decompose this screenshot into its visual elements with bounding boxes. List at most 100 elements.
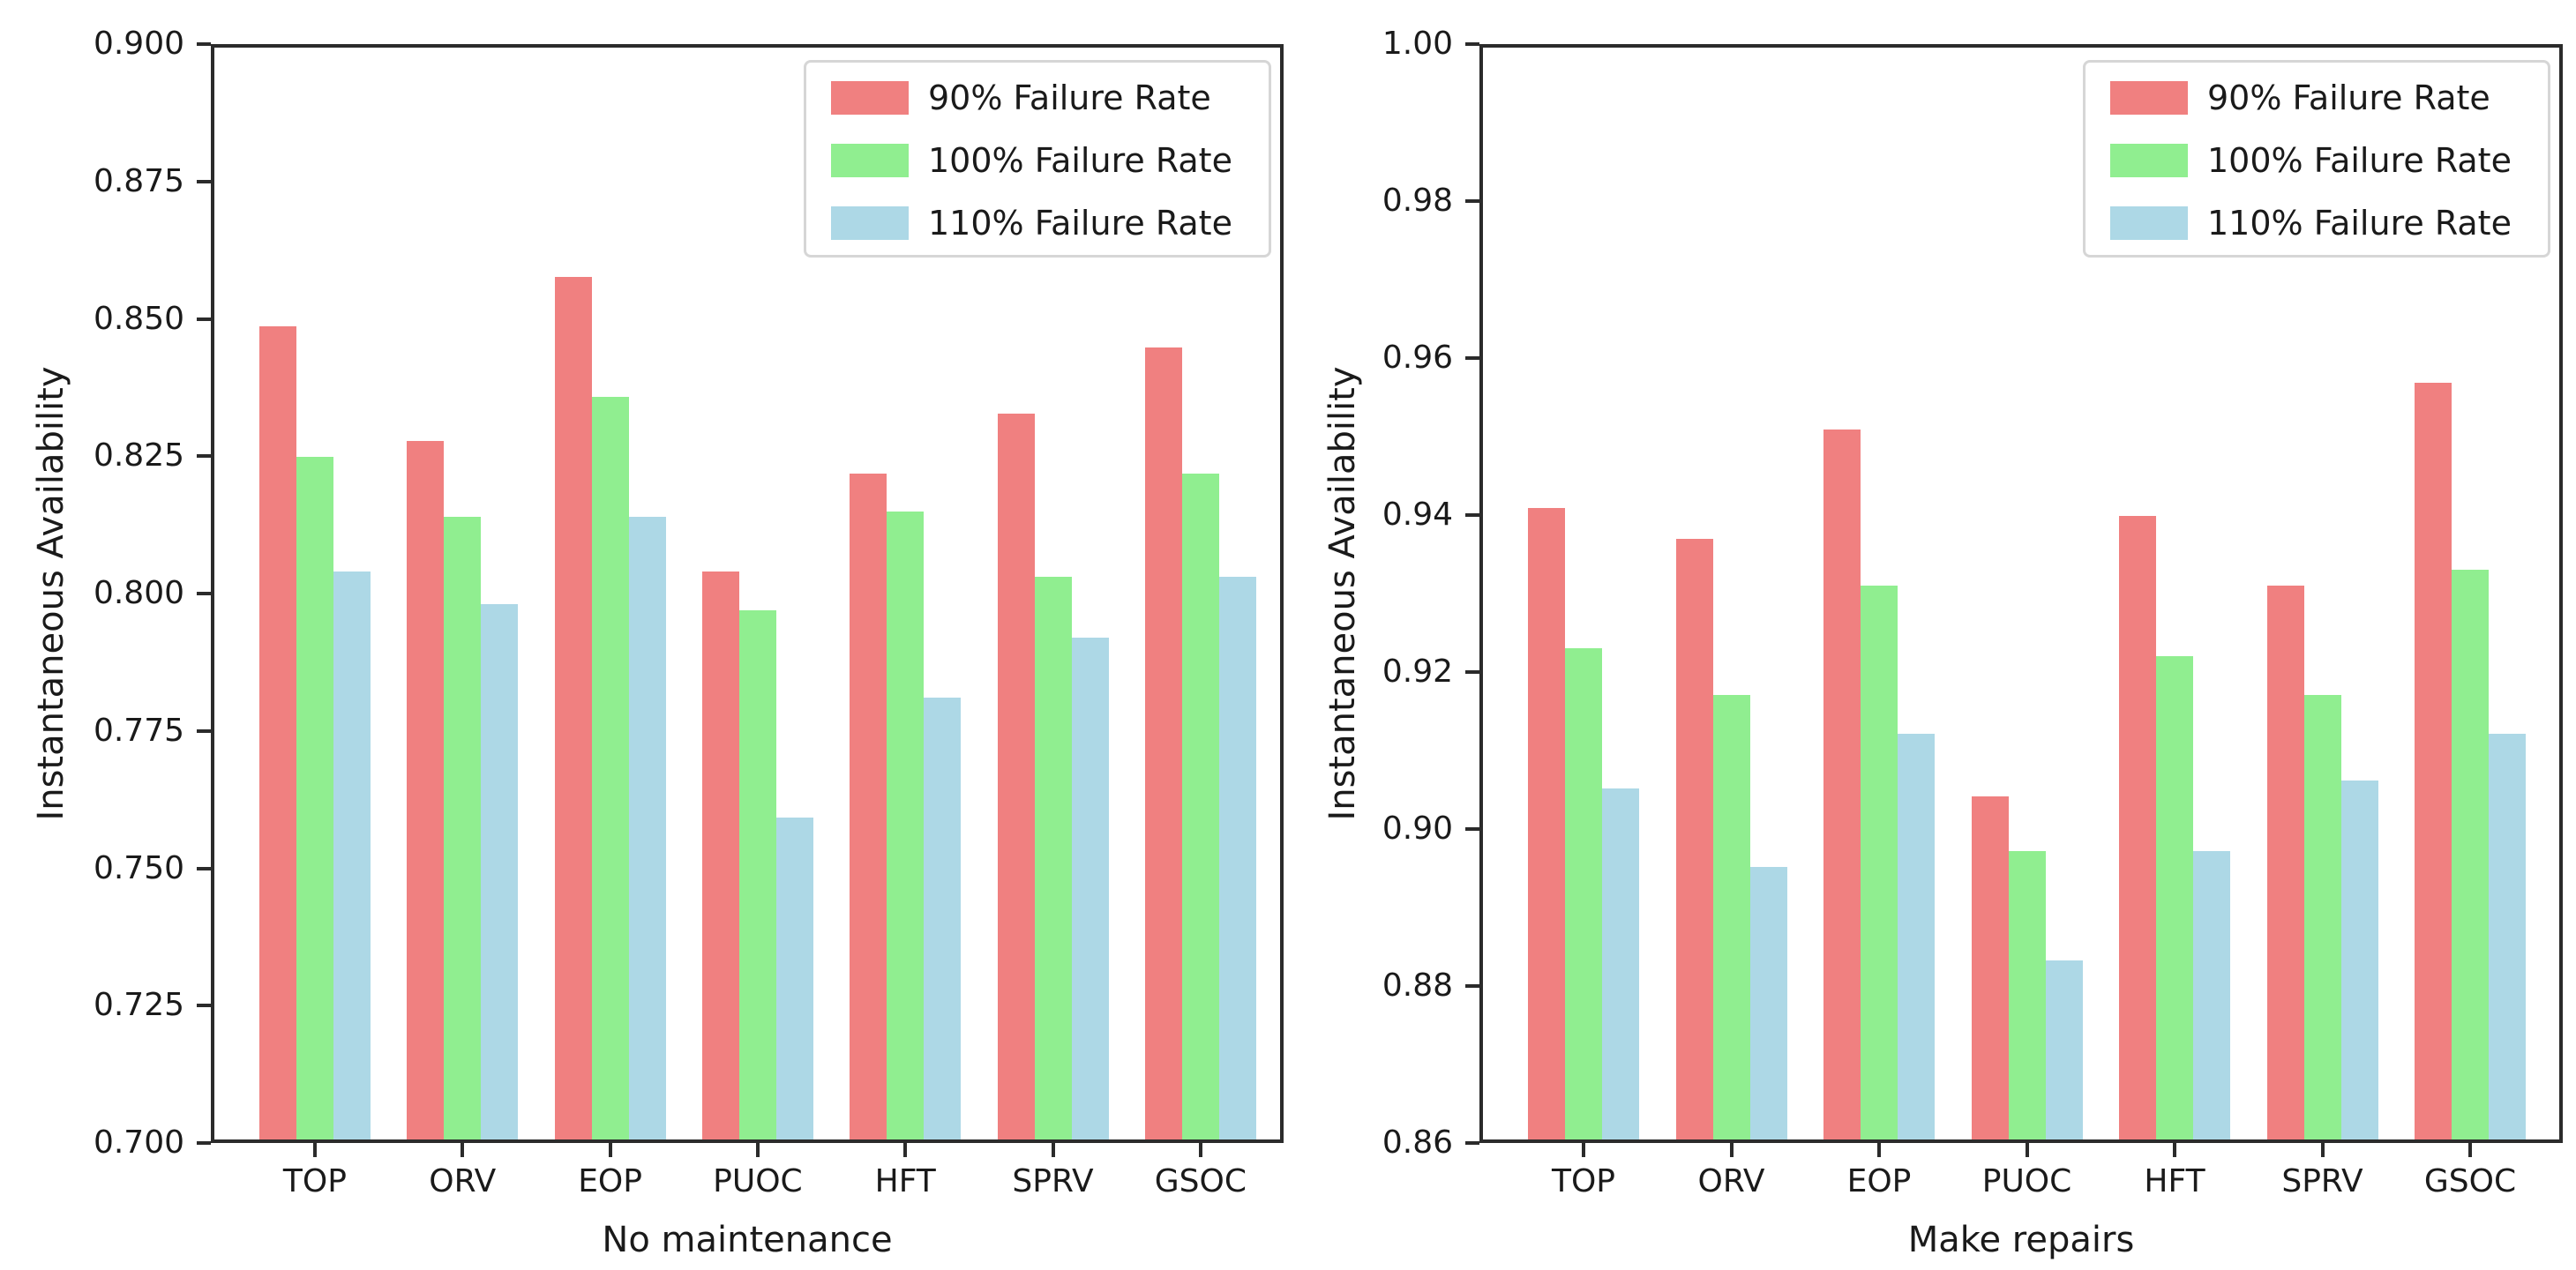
bar (850, 473, 887, 1139)
bar (444, 517, 482, 1139)
legend: 90% Failure Rate 100% Failure Rate 110% Fa… (804, 60, 1271, 258)
x-tick-mark (1051, 1143, 1055, 1157)
x-tick-mark (1582, 1143, 1585, 1157)
bar (1898, 734, 1935, 1139)
bar (296, 457, 333, 1139)
x-tick-label: ORV (429, 1163, 497, 1199)
bar (738, 609, 776, 1139)
x-tick-mark (2173, 1143, 2176, 1157)
y-tick-label: 0.98 (1382, 183, 1453, 219)
y-tick-mark (197, 42, 211, 46)
bar (591, 397, 629, 1139)
x-tick-label: PUOC (713, 1163, 803, 1199)
x-tick-mark (2468, 1143, 2472, 1157)
y-tick-mark (197, 592, 211, 595)
y-tick-mark (1465, 670, 1479, 674)
x-tick-label: TOP (1551, 1163, 1616, 1199)
x-tick-label: SPRV (1012, 1163, 1094, 1199)
x-tick-label: GSOC (2423, 1163, 2517, 1199)
bar (258, 325, 296, 1139)
x-tick-mark (1729, 1143, 1734, 1157)
x-tick-label: EOP (1846, 1163, 1912, 1199)
bar (2156, 655, 2193, 1139)
legend-item: 90% Failure Rate (2086, 66, 2548, 129)
legend-item: 90% Failure Rate (806, 66, 1269, 129)
bar (924, 697, 962, 1139)
bar (701, 572, 739, 1139)
bar (1749, 866, 1787, 1139)
x-tick-label: ORV (1697, 1163, 1765, 1199)
legend-label: 110% Failure Rate (928, 203, 1232, 243)
x-tick-mark (312, 1143, 317, 1157)
x-tick-mark (903, 1143, 908, 1157)
x-tick-mark (608, 1143, 612, 1157)
y-tick-label: 0.700 (93, 1124, 184, 1161)
x-tick-mark (461, 1143, 465, 1157)
y-tick-label: 0.900 (93, 26, 184, 62)
bar (1823, 430, 1861, 1139)
x-tick-label: HFT (2144, 1163, 2205, 1199)
bar (481, 604, 519, 1139)
y-tick-mark (197, 179, 211, 183)
bar (1528, 507, 1565, 1139)
bar (2119, 515, 2156, 1139)
y-tick-label: 0.94 (1382, 497, 1453, 533)
legend-label: 90% Failure Rate (2207, 78, 2490, 117)
x-axis-title: Make repairs (1907, 1220, 2135, 1260)
y-tick-label: 0.750 (93, 849, 184, 886)
y-tick-label: 0.775 (93, 712, 184, 749)
bar (1034, 577, 1072, 1139)
y-tick-label: 0.96 (1382, 340, 1453, 376)
x-tick-label: PUOC (1981, 1163, 2072, 1199)
y-tick-mark (197, 1141, 211, 1145)
y-axis-title: Instantaneous Availability (1322, 366, 1363, 821)
y-tick-mark (1465, 1141, 1479, 1145)
bar (2266, 586, 2304, 1139)
legend-swatch (2110, 205, 2188, 240)
legend-item: 110% Failure Rate (806, 191, 1269, 254)
y-tick-mark (1465, 199, 1479, 203)
bar (2415, 383, 2452, 1139)
y-tick-mark (197, 454, 211, 459)
bar (997, 413, 1035, 1139)
legend-swatch (2110, 80, 2188, 115)
bar (1144, 347, 1182, 1139)
x-tick-label: EOP (578, 1163, 642, 1199)
legend-swatch (831, 205, 909, 240)
legend-swatch (831, 143, 909, 177)
y-tick-mark (197, 728, 211, 733)
x-tick-label: HFT (874, 1163, 936, 1199)
bar (2008, 850, 2046, 1139)
bar (1675, 539, 1713, 1139)
y-tick-mark (1465, 356, 1479, 360)
y-tick-label: 0.92 (1382, 654, 1453, 690)
y-tick-mark (197, 317, 211, 321)
bar (1071, 637, 1109, 1139)
legend-item: 100% Failure Rate (2086, 129, 2548, 191)
bar (1602, 788, 1639, 1139)
x-axis-title: No maintenance (602, 1220, 893, 1260)
y-tick-label: 0.88 (1382, 967, 1453, 1004)
legend: 90% Failure Rate 100% Failure Rate 110% Fa… (2083, 60, 2550, 258)
legend-label: 100% Failure Rate (2207, 140, 2512, 180)
bar (333, 572, 371, 1139)
x-tick-label: GSOC (1154, 1163, 1247, 1199)
bar (2045, 960, 2083, 1139)
legend-item: 100% Failure Rate (806, 129, 1269, 191)
y-tick-label: 0.800 (93, 575, 184, 611)
y-tick-mark (1465, 513, 1479, 517)
x-tick-label: TOP (282, 1163, 347, 1199)
bar (1971, 796, 2009, 1139)
bar (1218, 577, 1256, 1139)
legend-swatch (2110, 143, 2188, 177)
bar (775, 817, 813, 1139)
legend-label: 90% Failure Rate (928, 78, 1211, 117)
y-tick-label: 0.725 (93, 987, 184, 1024)
y-tick-label: 0.90 (1382, 811, 1453, 847)
bar (2340, 781, 2378, 1139)
bar (1712, 694, 1750, 1139)
bar (2193, 850, 2230, 1139)
legend-label: 110% Failure Rate (2207, 203, 2512, 243)
y-tick-mark (197, 866, 211, 870)
